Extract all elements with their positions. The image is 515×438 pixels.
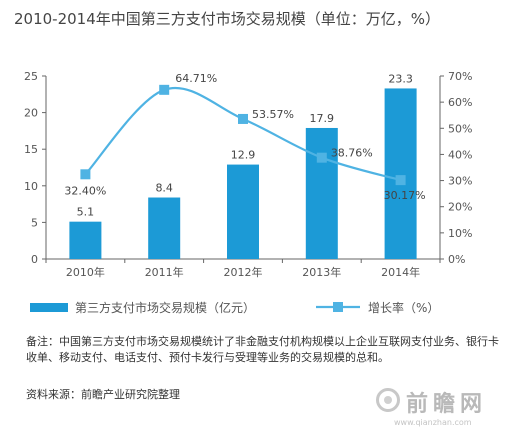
chart-note: 备注：中国第三方支付市场交易规模统计了非金融支付机构规模以上企业互联网支付业务、… bbox=[26, 335, 499, 364]
x-tick-label: 2013年 bbox=[302, 265, 341, 279]
line-data-label: 53.57% bbox=[252, 108, 294, 121]
chart-title: 2010-2014年中国第三方支付市场交易规模（单位：万亿，%） bbox=[14, 10, 441, 28]
line-point-marker bbox=[159, 84, 170, 95]
bar-series: 5.1 8.4 12.9 17.9 23.3 bbox=[69, 72, 417, 259]
legend-line-marker bbox=[333, 302, 343, 312]
y-left-tick-label: 25 bbox=[24, 70, 38, 83]
y-right-tick-label: 40% bbox=[448, 148, 472, 161]
y-right-tick-label: 60% bbox=[448, 96, 472, 109]
bar bbox=[305, 127, 338, 259]
axes: 0 5 10 15 20 25 0% 10% 20% 30% 40% 50% 60% 70% 2010年 20… bbox=[24, 70, 472, 279]
bar bbox=[69, 221, 102, 259]
y-right-tick-label: 50% bbox=[448, 122, 472, 135]
bar bbox=[148, 197, 181, 259]
watermark: 前瞻网 www.qianzhan.com bbox=[372, 384, 510, 432]
bar-data-label: 5.1 bbox=[77, 206, 95, 219]
x-tick-label: 2012年 bbox=[224, 265, 263, 279]
line-data-label: 64.71% bbox=[175, 72, 217, 85]
line-data-label: 30.17% bbox=[384, 189, 426, 202]
line-data-label: 38.76% bbox=[331, 147, 373, 160]
data-source: 资料来源：前瞻产业研究院整理 bbox=[26, 388, 180, 401]
y-left-tick-label: 20 bbox=[24, 107, 38, 120]
y-left-tick-label: 5 bbox=[31, 216, 38, 229]
bar bbox=[227, 164, 259, 259]
x-tick-label: 2011年 bbox=[145, 265, 184, 279]
line-point-marker bbox=[80, 169, 91, 180]
y-right-tick-label: 10% bbox=[448, 227, 472, 240]
x-tick-label: 2014年 bbox=[381, 265, 420, 279]
y-left-tick-label: 15 bbox=[24, 143, 38, 156]
y-right-tick-label: 70% bbox=[448, 70, 472, 83]
bar bbox=[384, 88, 417, 259]
chart-area: 0 5 10 15 20 25 0% 10% 20% 30% 40% 50% 60% 70% 2010年 20… bbox=[24, 70, 472, 315]
y-right-tick-label: 20% bbox=[448, 201, 472, 214]
line-point-marker bbox=[395, 175, 406, 186]
y-right-tick-label: 30% bbox=[448, 175, 472, 188]
legend: 第三方支付市场交易规模（亿元） 增长率（%） bbox=[30, 300, 439, 315]
legend-bar-label: 第三方支付市场交易规模（亿元） bbox=[75, 300, 255, 315]
y-right-tick-label: 0% bbox=[448, 253, 465, 266]
line-series: 32.40% 64.71% 53.57% 38.76% 30.17% bbox=[64, 72, 425, 202]
x-tick-label: 2010年 bbox=[66, 265, 105, 279]
line-point-marker bbox=[316, 152, 327, 163]
y-left-tick-label: 10 bbox=[24, 180, 38, 193]
line-data-label: 32.40% bbox=[64, 184, 106, 197]
y-left-tick-label: 0 bbox=[31, 253, 38, 266]
watermark-text: 前瞻网 bbox=[406, 392, 488, 417]
bar-data-label: 8.4 bbox=[155, 182, 173, 195]
bar-data-label: 12.9 bbox=[231, 149, 256, 162]
legend-bar-swatch bbox=[30, 303, 68, 312]
bar-data-label: 23.3 bbox=[388, 72, 413, 85]
line-point-marker bbox=[238, 113, 248, 124]
bar-data-label: 17.9 bbox=[310, 112, 335, 125]
watermark-logo-icon bbox=[376, 388, 400, 412]
watermark-url: www.qianzhan.com bbox=[394, 418, 472, 427]
legend-line-label: 增长率（%） bbox=[368, 300, 439, 315]
